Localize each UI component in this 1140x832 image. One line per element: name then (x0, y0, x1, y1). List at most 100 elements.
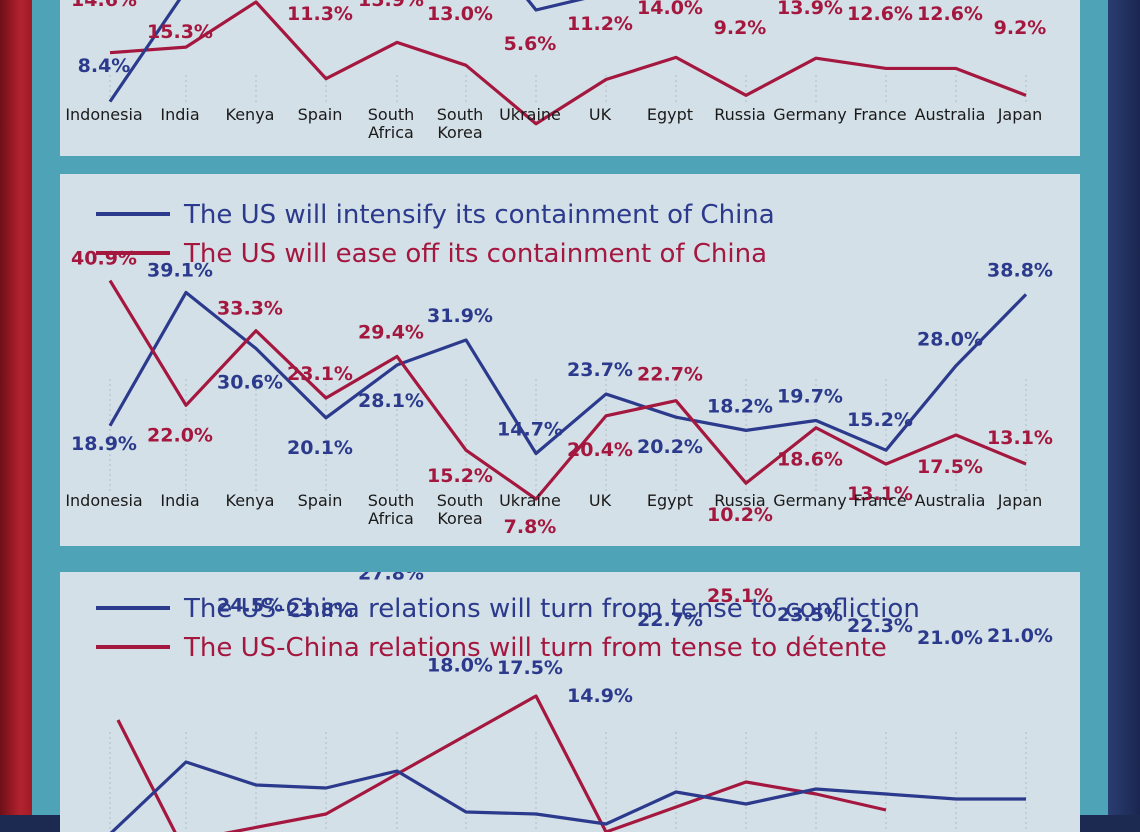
category-label: Kenya (226, 491, 275, 510)
category-label: Spain (298, 491, 343, 510)
chart-panel-1: 8.4% 14.6% 15.3% 11.3% 15.9% 13.0% 5.6% 11.2% 14… (60, 0, 1080, 156)
data-label-red: 40.9% (71, 248, 137, 270)
category-label: Egypt (647, 491, 693, 510)
data-label-red: 5.6% (504, 33, 557, 55)
data-label-red: 12.6% (847, 3, 913, 25)
category-label: Japan (997, 105, 1043, 124)
legend-label-red: The US will ease off its containment of … (183, 239, 767, 269)
category-label: India (160, 491, 199, 510)
series-line-blue (108, 0, 182, 103)
data-label-red: 15.9% (358, 0, 424, 11)
category-label: Germany (773, 105, 847, 124)
category-label: India (160, 105, 199, 124)
data-label-blue: 18.2% (707, 395, 773, 417)
data-label-blue: 14.7% (497, 418, 563, 440)
series-line-red (109, 0, 1027, 126)
data-label-red: 14.0% (637, 0, 703, 19)
category-label: Kenya (226, 105, 275, 124)
data-label-blue: 19.7% (777, 385, 843, 407)
data-label-blue: 18.0% (427, 654, 493, 676)
category-label: Germany (773, 491, 847, 510)
data-label-red: 18.6% (777, 449, 843, 471)
data-label-blue: 20.2% (637, 436, 703, 458)
data-label-blue: 23.7% (567, 359, 633, 381)
series-line-blue (109, 760, 1026, 832)
data-label-red: 23.1% (287, 363, 353, 385)
series-line-blue (108, 290, 1028, 456)
category-label: Indonesia (65, 491, 142, 510)
data-label-red: 13.9% (777, 0, 843, 19)
data-label-red: 9.2% (994, 17, 1047, 39)
legend-label-red: The US-China relations will turn from te… (183, 633, 887, 663)
data-label-red: 22.0% (147, 424, 213, 446)
chart-panel-2: The US will intensify its containment of… (60, 174, 1080, 546)
data-label-blue: 27.8% (358, 572, 424, 584)
category-label: UK (589, 105, 612, 124)
category-label: Korea (437, 509, 482, 528)
category-label: Russia (714, 105, 765, 124)
category-label: France (853, 105, 906, 124)
data-label-red: 13.1% (987, 427, 1053, 449)
data-label-red: 33.3% (217, 298, 283, 320)
data-label-blue: 15.2% (847, 409, 913, 431)
category-label: Japan (997, 491, 1043, 510)
category-label: Spain (298, 105, 343, 124)
data-label-blue: 21.0% (987, 625, 1053, 647)
category-label: South (437, 491, 484, 510)
data-label-blue: 39.1% (147, 259, 213, 281)
data-label-blue: 17.5% (497, 657, 563, 679)
left-background-strip (0, 0, 34, 815)
category-label: Ukraine (499, 491, 561, 510)
legend-label-blue: The US will intensify its containment of… (183, 200, 775, 230)
right-background-strip (1106, 0, 1140, 815)
data-label-red: 17.5% (917, 456, 983, 478)
data-label-blue: 30.6% (217, 372, 283, 394)
category-label: Egypt (647, 105, 693, 124)
category-label: South (368, 105, 415, 124)
chart-panel-3: The US-China relations will turn from te… (60, 572, 1080, 832)
category-label: South (437, 105, 484, 124)
data-label-blue: 18.9% (71, 433, 137, 455)
data-label-blue: 20.1% (287, 437, 353, 459)
data-label-blue: 23.5% (777, 604, 843, 626)
data-label-blue: 38.8% (987, 259, 1053, 281)
data-label-red: 15.3% (147, 21, 213, 43)
category-label: Africa (368, 509, 414, 528)
category-label: Africa (368, 123, 414, 142)
data-label-red: 13.1% (847, 483, 913, 505)
data-label-red: 29.4% (358, 321, 424, 343)
data-label-red: 14.6% (71, 0, 137, 11)
data-label-blue: 8.4% (78, 55, 131, 77)
data-label-blue: 23.8% (287, 599, 353, 621)
series-line-red (108, 279, 1027, 501)
category-label: South (368, 491, 415, 510)
data-label-blue: 22.3% (847, 615, 913, 637)
data-label-red: 11.2% (567, 13, 633, 35)
data-label-red: 15.2% (427, 465, 493, 487)
data-label-blue: 31.9% (427, 305, 493, 327)
legend-label-blue: The US-China relations will turn from te… (183, 594, 920, 624)
data-label-red: 9.2% (714, 17, 767, 39)
category-label: Indonesia (65, 105, 142, 124)
category-label: France (853, 491, 906, 510)
data-label-blue: 21.0% (917, 627, 983, 649)
data-label-red: 10.2% (707, 504, 773, 526)
category-label: Russia (714, 491, 765, 510)
data-label-red: 25.1% (707, 585, 773, 607)
data-label-red: 12.6% (917, 3, 983, 25)
category-label: UK (589, 491, 612, 510)
category-label: Australia (915, 491, 986, 510)
data-label-blue: 28.1% (358, 390, 424, 412)
data-label-red: 7.8% (504, 516, 557, 538)
chart-1-svg: 8.4% 14.6% 15.3% 11.3% 15.9%13.0% 5.6% 11.2%14… (65, 0, 1047, 142)
data-label-blue: 22.7% (637, 609, 703, 631)
category-label: Ukraine (499, 105, 561, 124)
category-label: Korea (437, 123, 482, 142)
data-label-red: 13.0% (427, 3, 493, 25)
series-line-blue-partial (525, 0, 585, 12)
data-label-red: 11.3% (287, 3, 353, 25)
chart-frame: 8.4% 14.6% 15.3% 11.3% 15.9% 13.0% 5.6% 11.2% 14… (32, 0, 1108, 832)
data-label-red: 22.7% (637, 364, 703, 386)
chart-2-svg: The US will intensify its containment of… (65, 200, 1053, 538)
data-label-blue: 28.0% (917, 329, 983, 351)
